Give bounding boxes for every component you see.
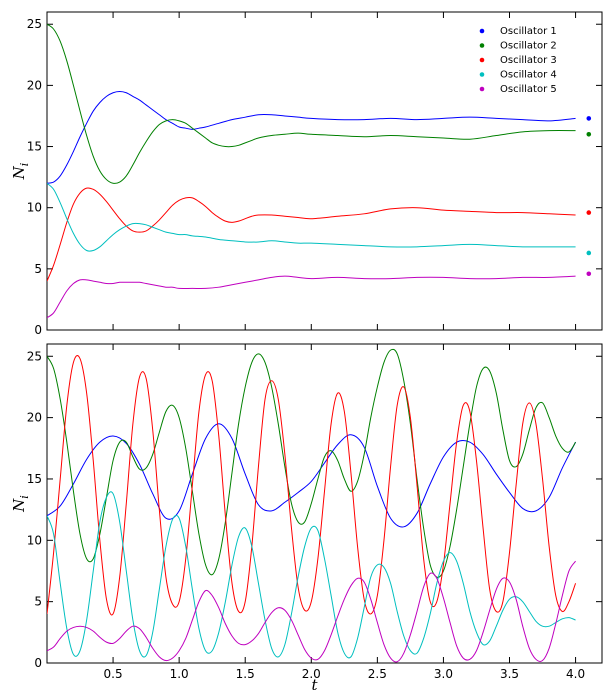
x-tick-label: 1.5 — [236, 667, 255, 681]
series-line-oscillator-3 — [47, 355, 577, 616]
legend-label: Oscillator 2 — [500, 41, 557, 52]
legend-label: Oscillator 1 — [500, 26, 557, 37]
end-marker-oscillator-3 — [586, 210, 592, 215]
y-tick-label: 25 — [27, 17, 42, 31]
y-tick-label: 20 — [27, 78, 42, 92]
series-line-oscillator-4 — [47, 182, 576, 252]
end-marker-oscillator-5 — [586, 271, 592, 277]
legend-marker — [479, 72, 485, 77]
x-tick-label: 1.0 — [170, 667, 189, 681]
y-tick-label: 15 — [27, 472, 42, 486]
series-line-oscillator-2 — [47, 348, 576, 578]
end-marker-oscillator-1 — [586, 116, 592, 121]
top-panel: 0 5 10 15 20 25 Ni Oscillator 1 Oscillator 2 Osci… — [10, 11, 603, 337]
series-line-oscillator-1 — [47, 90, 576, 184]
y-tick-label: 0 — [34, 323, 42, 337]
legend-label: Oscillator 5 — [500, 84, 557, 95]
y-axis-label: Ni — [10, 163, 31, 181]
series-line-oscillator-3 — [47, 187, 576, 282]
legend-label: Oscillator 3 — [500, 55, 557, 66]
x-tick-label: 2.0 — [302, 667, 321, 681]
legend-label: Oscillator 4 — [500, 70, 557, 81]
y-tick-label: 10 — [27, 201, 42, 215]
x-tick-label: 0.5 — [104, 667, 123, 681]
y-tick-label: 0 — [34, 656, 42, 670]
y-tick-label: 15 — [27, 140, 42, 154]
y-tick-label: 5 — [34, 262, 42, 276]
legend-marker — [479, 28, 485, 34]
x-tick-label: 4.0 — [566, 667, 585, 681]
legend-marker — [479, 57, 485, 63]
bottom-panel: 0 5 10 15 20 25 0.5 1.0 1.5 2.0 2.5 3.0 3.5 4.0 Ni t — [10, 343, 603, 690]
x-tick-label: 3.0 — [434, 667, 453, 681]
series-line-oscillator-2 — [47, 23, 576, 184]
x-axis-label: t — [311, 676, 318, 690]
end-marker-oscillator-2 — [586, 132, 592, 137]
legend-marker — [479, 86, 485, 92]
y-tick-label: 20 — [27, 411, 42, 425]
y-tick-label: 5 — [34, 595, 42, 609]
series-line-oscillator-5 — [47, 275, 576, 319]
y-tick-label: 25 — [27, 349, 42, 363]
y-axis-label: Ni — [10, 495, 31, 513]
x-tick-label: 2.5 — [368, 667, 387, 681]
series-line-oscillator-1 — [47, 423, 577, 528]
x-tick-label: 3.5 — [500, 667, 519, 681]
axes-frame — [46, 343, 603, 664]
y-tick-label: 10 — [27, 533, 42, 547]
series-line-oscillator-5 — [47, 560, 576, 663]
legend-marker — [479, 43, 485, 48]
axes-frame — [46, 11, 603, 331]
series-line-oscillator-4 — [47, 491, 576, 659]
end-marker-oscillator-4 — [586, 250, 592, 256]
